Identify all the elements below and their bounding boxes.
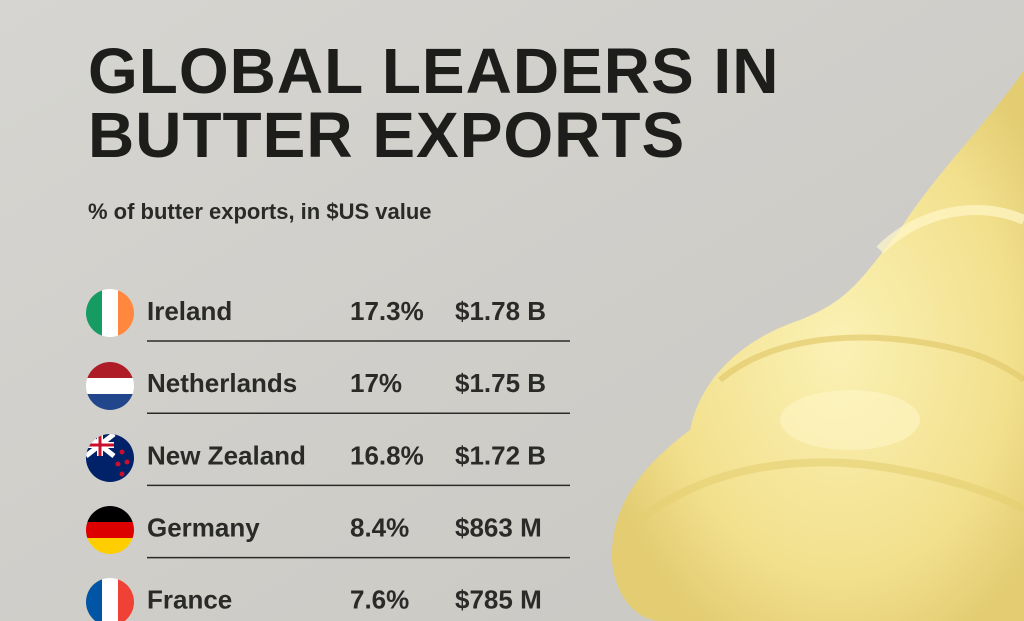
country-name: Ireland — [147, 296, 232, 326]
flag-germany — [86, 506, 134, 554]
export-value: $785 M — [455, 585, 542, 615]
export-value: $1.75 B — [455, 368, 546, 398]
export-share: 8.4% — [350, 512, 409, 542]
title-line: BUTTER EXPORTS — [88, 99, 685, 171]
export-share: 16.8% — [350, 440, 424, 470]
title-line: GLOBAL LEADERS IN — [88, 35, 779, 107]
country-name: Germany — [147, 512, 260, 542]
export-value: $1.78 B — [455, 296, 546, 326]
flag-netherlands — [86, 362, 134, 410]
export-share: 17.3% — [350, 296, 424, 326]
export-share: 7.6% — [350, 585, 409, 615]
flag-new-zealand — [86, 434, 134, 482]
flag-france — [86, 578, 134, 621]
export-value: $863 M — [455, 512, 542, 542]
butter-image — [611, 70, 1024, 621]
subtitle: % of butter exports, in $US value — [88, 199, 432, 224]
export-value: $1.72 B — [455, 440, 546, 470]
export-share: 17% — [350, 368, 402, 398]
country-name: New Zealand — [147, 440, 306, 470]
flag-ireland — [86, 289, 134, 337]
country-name: France — [147, 585, 232, 615]
country-name: Netherlands — [147, 368, 297, 398]
